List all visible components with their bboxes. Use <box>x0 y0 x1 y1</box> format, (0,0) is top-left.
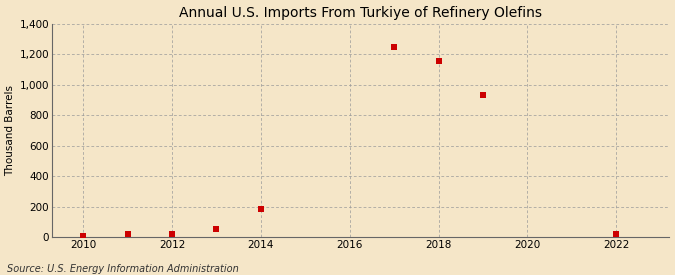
Point <box>122 231 133 236</box>
Point <box>211 227 222 231</box>
Point <box>167 231 178 236</box>
Title: Annual U.S. Imports From Turkiye of Refinery Olefins: Annual U.S. Imports From Turkiye of Refi… <box>180 6 542 20</box>
Y-axis label: Thousand Barrels: Thousand Barrels <box>5 85 16 176</box>
Point <box>78 234 88 238</box>
Text: Source: U.S. Energy Information Administration: Source: U.S. Energy Information Administ… <box>7 264 238 274</box>
Point <box>433 59 444 63</box>
Point <box>477 93 488 98</box>
Point <box>611 232 622 236</box>
Point <box>389 45 400 50</box>
Point <box>255 207 266 211</box>
